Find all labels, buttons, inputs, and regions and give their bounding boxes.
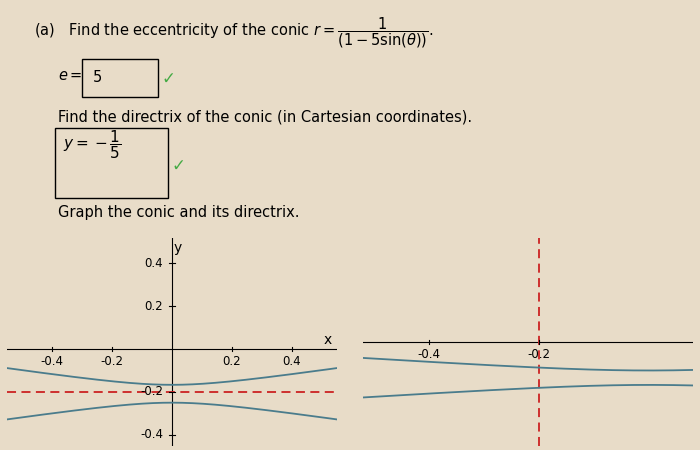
Text: Find the directrix of the conic (in Cartesian coordinates).: Find the directrix of the conic (in Cart… [58,109,473,124]
Text: -0.4: -0.4 [418,348,441,361]
Text: x: x [323,333,332,347]
FancyBboxPatch shape [83,59,158,97]
FancyBboxPatch shape [55,128,168,198]
Text: ✓: ✓ [161,70,175,88]
Text: 0.4: 0.4 [283,355,301,368]
Text: -0.4: -0.4 [140,428,163,441]
Text: ✓: ✓ [172,158,186,176]
Text: -0.2: -0.2 [528,348,551,361]
Text: Graph the conic and its directrix.: Graph the conic and its directrix. [58,205,300,220]
Text: 0.2: 0.2 [144,300,163,313]
Text: -0.4: -0.4 [41,355,64,368]
Text: 0.2: 0.2 [223,355,241,368]
Text: 0.4: 0.4 [144,257,163,270]
Text: y: y [174,241,182,255]
Text: 5: 5 [92,70,102,85]
Text: -0.2: -0.2 [140,386,163,398]
Text: $e = $: $e = $ [58,68,83,83]
Text: $y = -\dfrac{1}{5}$: $y = -\dfrac{1}{5}$ [63,128,122,161]
Text: -0.2: -0.2 [100,355,123,368]
Text: (a)   Find the eccentricity of the conic $r = \dfrac{1}{(1-5\sin(\theta))}$.: (a) Find the eccentricity of the conic $… [34,16,434,50]
